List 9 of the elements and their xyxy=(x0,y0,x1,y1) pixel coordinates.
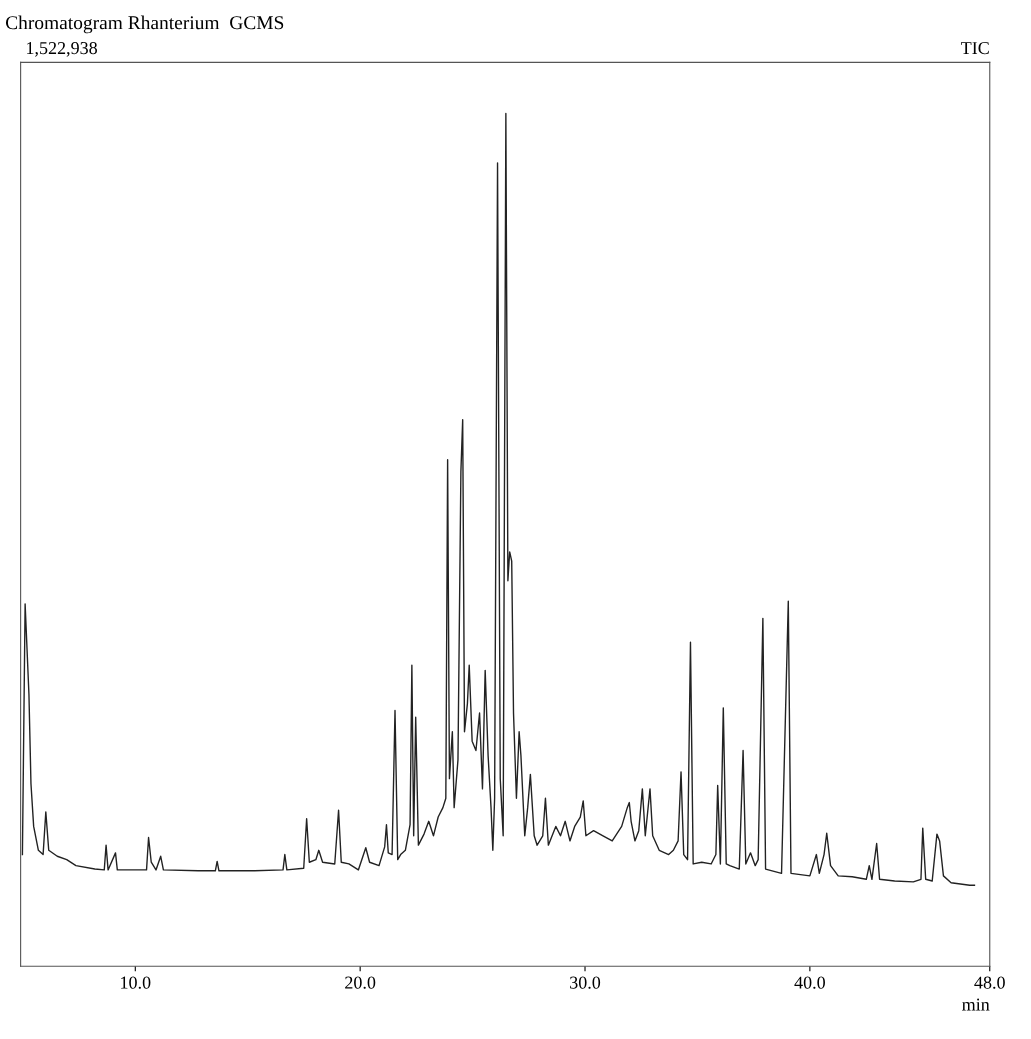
text: 1,522,938 xyxy=(27,41,97,57)
x-tick-label: 10.0 xyxy=(121,976,151,989)
chart-title: Chromatogram Rhanterium GCMS xyxy=(5,15,284,34)
text: TIC xyxy=(961,42,989,55)
x-tick-label: 48.0 xyxy=(974,976,1005,989)
x-tick-label: 40.0 xyxy=(794,976,825,989)
x-axis-title: min xyxy=(962,998,990,1011)
x-tick-label: 20.0 xyxy=(345,976,376,989)
x-tick-label: 30.0 xyxy=(570,976,601,989)
